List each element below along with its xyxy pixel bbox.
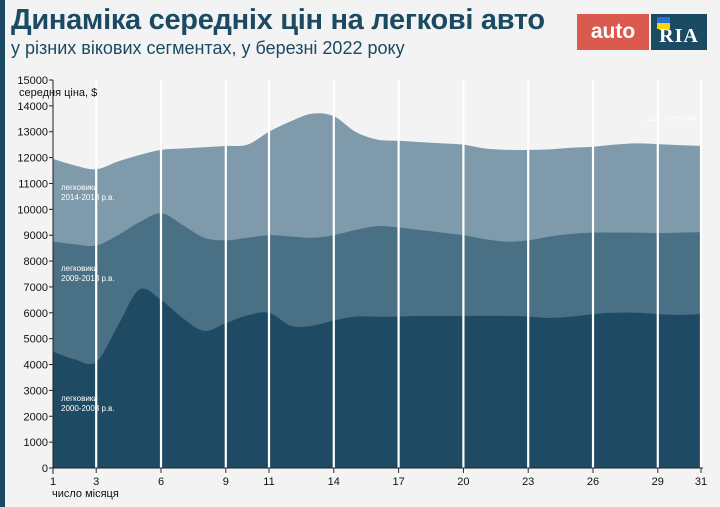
x-tick-label: 11 bbox=[263, 476, 274, 488]
y-tick-label: 15000 bbox=[17, 75, 48, 87]
ukraine-flag-icon-yellow bbox=[657, 23, 670, 29]
x-tick-label: 14 bbox=[328, 476, 340, 488]
source-note: дані: AUTO.RIA bbox=[647, 115, 698, 123]
x-tick-label: 20 bbox=[457, 476, 469, 488]
chart-axes bbox=[49, 80, 703, 474]
x-tick-label: 29 bbox=[652, 476, 664, 488]
x-tick-label: 17 bbox=[392, 476, 404, 488]
y-tick-label: 11000 bbox=[18, 178, 48, 190]
y-tick-label: 14000 bbox=[17, 101, 48, 113]
x-tick-label: 23 bbox=[522, 476, 534, 488]
logo-ria-text: RIA bbox=[659, 25, 699, 47]
series-label-line1: легковики bbox=[61, 394, 98, 403]
y-tick-label: 3000 bbox=[24, 385, 48, 397]
ukraine-flag-icon bbox=[657, 17, 670, 23]
x-tick-label: 1 bbox=[50, 476, 56, 488]
series-label-line2: 2009-2013 р.в. bbox=[61, 274, 115, 283]
y-tick-label: 5000 bbox=[24, 334, 48, 346]
y-tick-label: 13000 bbox=[17, 127, 48, 139]
y-tick-label: 8000 bbox=[24, 256, 48, 268]
y-tick-label: 1000 bbox=[24, 437, 48, 449]
y-tick-label: 4000 bbox=[24, 360, 48, 372]
chart-areas bbox=[53, 113, 701, 468]
x-tick-label: 31 bbox=[695, 476, 707, 488]
y-tick-label: 10000 bbox=[17, 204, 48, 216]
area-2000-2008 bbox=[53, 288, 701, 468]
page-title: Динаміка середніх цін на легкові авто bbox=[11, 4, 545, 36]
autoria-logo: auto RIA bbox=[577, 14, 707, 50]
y-tick-label: 12000 bbox=[17, 153, 48, 165]
x-tick-label: 9 bbox=[223, 476, 229, 488]
y-tick-label: 7000 bbox=[24, 282, 48, 294]
vertical-gridlines bbox=[95, 80, 703, 476]
series-label-line2: 2000-2008 р.в. bbox=[61, 404, 115, 413]
x-axis-label: число місяця bbox=[52, 488, 119, 500]
page-subtitle: у різних вікових сегментах, у березні 20… bbox=[11, 38, 405, 58]
y-axis-label: середня ціна, $ bbox=[19, 87, 97, 99]
x-tick-labels: 1 3 6 9 11 14 17 20 23 26 29 31 bbox=[50, 468, 707, 488]
x-tick-label: 3 bbox=[93, 476, 99, 488]
series-label-line2: 2014-2018 р.в. bbox=[61, 193, 115, 202]
y-tick-label: 6000 bbox=[24, 308, 48, 320]
y-tick-labels: 0 1000 2000 3000 4000 5000 6000 7000 8000 9000 100… bbox=[17, 75, 53, 475]
logo-auto-text: auto bbox=[577, 14, 649, 50]
logo-ria-block: RIA bbox=[651, 14, 707, 50]
x-tick-label: 6 bbox=[158, 476, 164, 488]
series-label-line1: легковики bbox=[61, 183, 98, 192]
y-tick-label: 9000 bbox=[24, 230, 48, 242]
series-label-line1: легковики bbox=[61, 264, 98, 273]
left-accent-bar bbox=[0, 0, 5, 507]
y-tick-label: 2000 bbox=[24, 411, 48, 423]
x-tick-label: 26 bbox=[587, 476, 599, 488]
y-tick-label: 0 bbox=[42, 463, 48, 475]
